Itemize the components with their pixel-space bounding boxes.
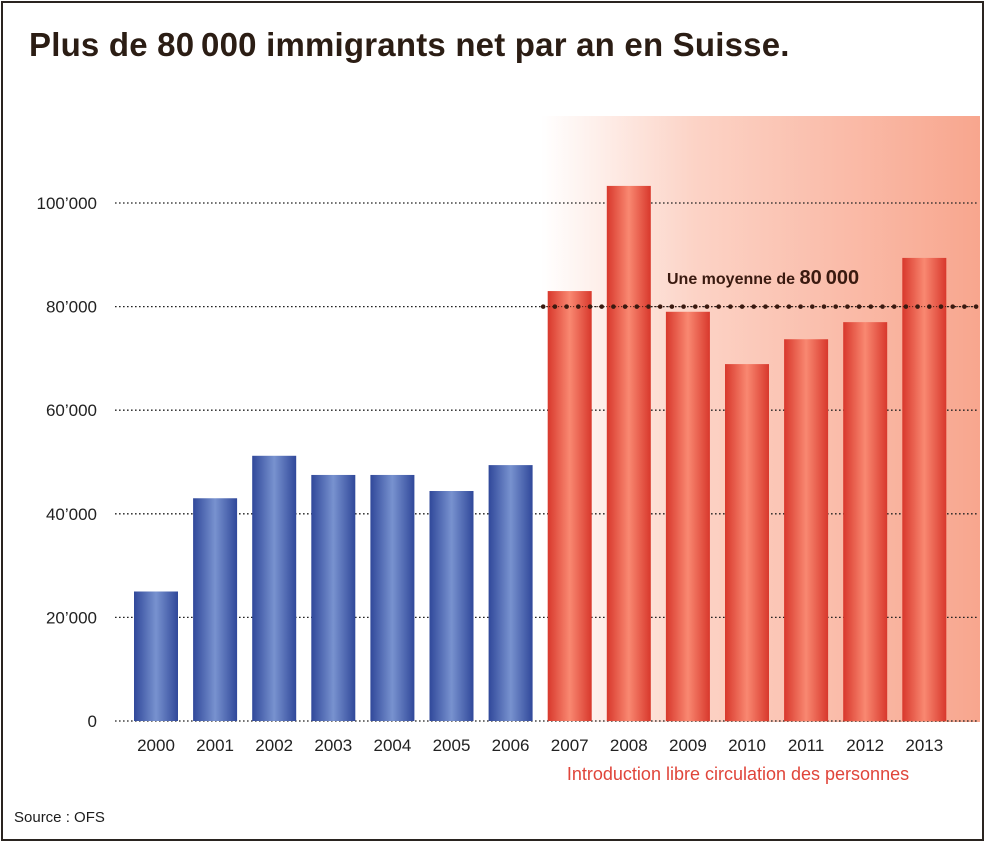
- bar-2005: [429, 491, 474, 721]
- bar-2001: [193, 498, 238, 721]
- x-tick-label: 2011: [788, 736, 825, 755]
- average-label-value: 80 000: [799, 267, 859, 289]
- bar-2009: [665, 311, 710, 721]
- bar-2000: [134, 591, 178, 721]
- bar-2008: [606, 185, 651, 721]
- y-tick-label: 20’000: [46, 608, 97, 627]
- average-label-prefix: Une moyenne de: [667, 271, 799, 288]
- x-tick-label: 2005: [433, 736, 471, 755]
- bar-2011: [784, 339, 829, 721]
- bar-2006: [488, 465, 533, 721]
- x-tick-label: 2001: [196, 736, 234, 755]
- y-tick-label: 40’000: [46, 505, 97, 524]
- bar-2013: [902, 257, 947, 721]
- x-tick-label: 2013: [905, 736, 943, 755]
- y-tick-label: 60’000: [46, 401, 97, 420]
- x-tick-label: 2012: [846, 736, 884, 755]
- x-tick-label: 2000: [137, 736, 175, 755]
- bar-2004: [370, 474, 415, 721]
- x-tick-label: 2004: [373, 736, 411, 755]
- x-tick-label: 2010: [728, 736, 766, 755]
- chart-title: Plus de 80 000 immigrants net par an en …: [29, 26, 790, 63]
- x-tick-label: 2007: [551, 736, 589, 755]
- y-tick-label: 0: [88, 712, 97, 731]
- bar-2010: [725, 364, 769, 721]
- x-tick-label: 2002: [255, 736, 293, 755]
- x-tick-label: 2009: [669, 736, 707, 755]
- bar-2007: [547, 291, 592, 721]
- y-tick-label: 100’000: [36, 194, 97, 213]
- bar-2002: [252, 455, 297, 721]
- x-tick-label: 2006: [492, 736, 530, 755]
- period-annotation: Introduction libre circulation des perso…: [567, 764, 909, 784]
- source-note: Source : OFS: [14, 809, 105, 826]
- x-tick-label: 2003: [314, 736, 352, 755]
- bar-2003: [311, 474, 356, 721]
- bar-2012: [843, 322, 888, 721]
- x-tick-label: 2008: [610, 736, 648, 755]
- y-tick-label: 80’000: [46, 298, 97, 317]
- average-label: Une moyenne de 80 000: [667, 267, 859, 289]
